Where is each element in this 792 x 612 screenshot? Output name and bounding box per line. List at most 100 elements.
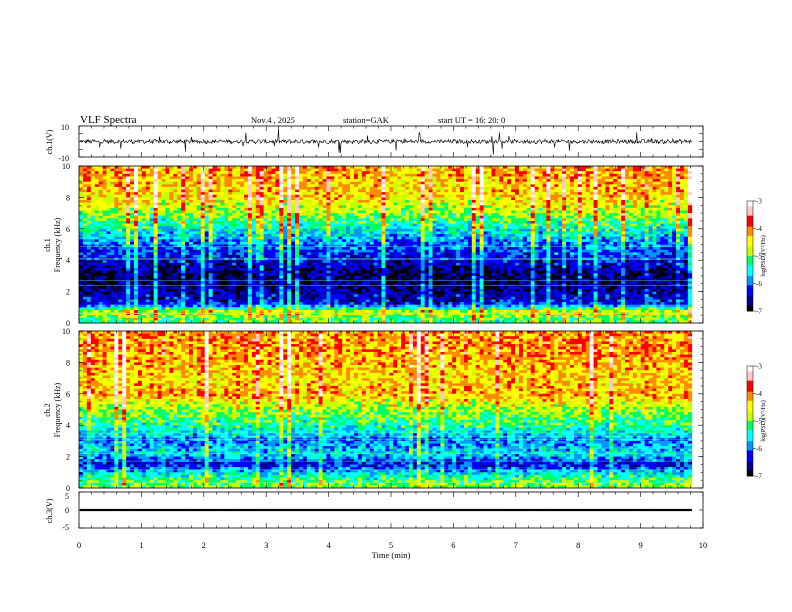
ch1-spectrogram-cell	[636, 228, 642, 232]
ch1-spectrogram-cell	[581, 226, 587, 230]
ch1-spectrogram-cell	[401, 234, 406, 237]
ch1-spectrogram-cell	[208, 207, 213, 211]
ch1-spectrogram-cell	[385, 197, 390, 201]
ch1-spectrogram-cell	[346, 173, 351, 177]
ch1-spectrogram-cell	[389, 205, 394, 209]
ch1-spectrogram-cell	[212, 189, 217, 193]
ch1-spectrogram-cell	[220, 213, 225, 217]
ch1-spectrogram-cell	[640, 181, 645, 185]
ch1-spectrogram-cell	[212, 205, 217, 209]
ch1-spectrogram-cell	[467, 234, 473, 237]
ch1-spectrogram-cell	[236, 186, 241, 190]
ch1-spectrogram-cell	[566, 226, 571, 230]
ch1-spectrogram-cell	[530, 181, 535, 185]
ch1-spectrogram-cell	[463, 234, 469, 237]
ch1-spectrogram-cell	[82, 218, 88, 222]
ch1-spectrogram-cell	[522, 189, 528, 193]
ch1-spectrogram-cell	[412, 228, 418, 232]
ch1-spectrogram-cell	[656, 173, 661, 177]
ch1-spectrogram-cell	[185, 215, 190, 219]
ch1-spectrogram-cell	[679, 213, 685, 217]
ch1-spectrogram-cell	[676, 228, 681, 232]
ch1-spectrogram-cell	[361, 189, 367, 193]
ch1-spectrogram-cell	[149, 200, 154, 203]
ch1-spectrogram-cell	[424, 218, 429, 222]
ch1-spectrogram-cell	[656, 223, 661, 227]
ch1-spectrogram-cell	[149, 184, 154, 188]
ch1-spectrogram-cell	[483, 173, 488, 177]
ch1-spectrogram-cell	[306, 186, 312, 190]
ch1-spectrogram-cell	[518, 184, 524, 188]
ch1-spectrogram-cell	[452, 197, 457, 201]
ch1-spectrogram-cell	[664, 207, 669, 211]
ch1-spectrogram-cell	[243, 166, 249, 169]
ch1-spectrogram-cell	[306, 244, 312, 248]
ch1-spectrogram-cell	[624, 234, 630, 237]
ch1-spectrogram-cell	[632, 168, 638, 172]
ch1-spectrogram-cell	[247, 231, 253, 235]
ch1-spectrogram-cell	[566, 239, 571, 243]
ch1-spectrogram-cell	[177, 192, 182, 196]
ch1-spectrogram-cell	[149, 192, 154, 196]
ch1-spectrogram-cell	[601, 213, 606, 217]
ch1-spectrogram-cell	[216, 244, 221, 248]
ch1-spectrogram-cell	[192, 231, 198, 235]
ch1-spectrogram-cell	[526, 181, 532, 185]
ch1-spectrogram-cell	[302, 194, 308, 198]
ch1-spectrogram-cell	[369, 210, 374, 214]
ch1-spectrogram-cell	[389, 166, 394, 169]
ch1-spectrogram-cell	[141, 166, 147, 169]
ch1-spectrogram-cell	[460, 189, 465, 193]
ch1-spectrogram-cell	[157, 207, 162, 211]
ch1-spectrogram-cell	[448, 166, 453, 169]
ch1-spectrogram-cell	[330, 234, 335, 237]
ch1-spectrogram-cell	[208, 239, 213, 243]
ch1-spectrogram-cell	[640, 186, 645, 190]
ch1-spectrogram-cell	[149, 213, 154, 217]
ch1-spectrogram-cell	[562, 200, 567, 203]
ch1-spectrogram-cell	[86, 215, 92, 219]
ch1-spectrogram-cell	[460, 192, 465, 196]
ch1-spectrogram-cell	[259, 192, 264, 196]
ch1-spectrogram-cell	[338, 207, 343, 211]
ch1-spectrogram-cell	[377, 173, 382, 177]
ch1-spectrogram-cell	[436, 202, 441, 206]
ch1-spectrogram-cell	[263, 239, 268, 243]
ch1-spectrogram-cell	[393, 220, 398, 224]
ch1-spectrogram-cell	[216, 166, 221, 169]
ch1-spectrogram-cell	[566, 210, 571, 214]
ch1-spectrogram-cell	[185, 218, 190, 222]
ch1-spectrogram-cell	[593, 234, 598, 237]
ch1-spectrogram-cell	[361, 218, 367, 222]
ch1-spectrogram-cell	[401, 218, 406, 222]
ch1-spectrogram-cell	[530, 226, 535, 230]
ch1-spectrogram-cell	[491, 173, 496, 177]
ch1-spectrogram-cell	[597, 207, 602, 211]
ch1-spectrogram-cell	[518, 213, 524, 217]
ch1-spectrogram-cell	[255, 231, 261, 235]
ch1-spectrogram-cell	[338, 189, 343, 193]
ch1-spectrogram-cell	[177, 168, 182, 172]
ch1-spectrogram-cell	[220, 247, 225, 251]
ch1-spectrogram-cell	[267, 234, 272, 237]
ch1-spectrogram-cell	[240, 231, 245, 235]
ch1-spectrogram-cell	[220, 184, 225, 188]
ch1-spectrogram-cell	[401, 241, 406, 245]
ch1-spectrogram-cell	[122, 231, 127, 235]
ch1-spectrogram-cell	[149, 226, 154, 230]
ch1-spectrogram-cell	[173, 247, 178, 251]
ch1-spectrogram-cell	[428, 192, 433, 196]
ch1-spectrogram-cell	[518, 166, 524, 169]
ch1-spectrogram-cell	[495, 186, 500, 190]
ch1-spectrogram-cell	[251, 194, 257, 198]
ch1-spectrogram-cell	[499, 231, 504, 235]
ch1-spectrogram-cell	[240, 200, 245, 203]
ch1-spectrogram-cell	[243, 231, 249, 235]
ch1-spectrogram-cell	[141, 234, 147, 237]
ch1-spectrogram-cell	[381, 184, 386, 188]
ch1-spectrogram-cell	[495, 210, 500, 214]
ch1-spectrogram-cell	[314, 226, 319, 230]
ch1-spectrogram-cell	[251, 207, 257, 211]
ch1-spectrogram-cell	[609, 210, 614, 214]
ch1-spectrogram-cell	[157, 244, 162, 248]
